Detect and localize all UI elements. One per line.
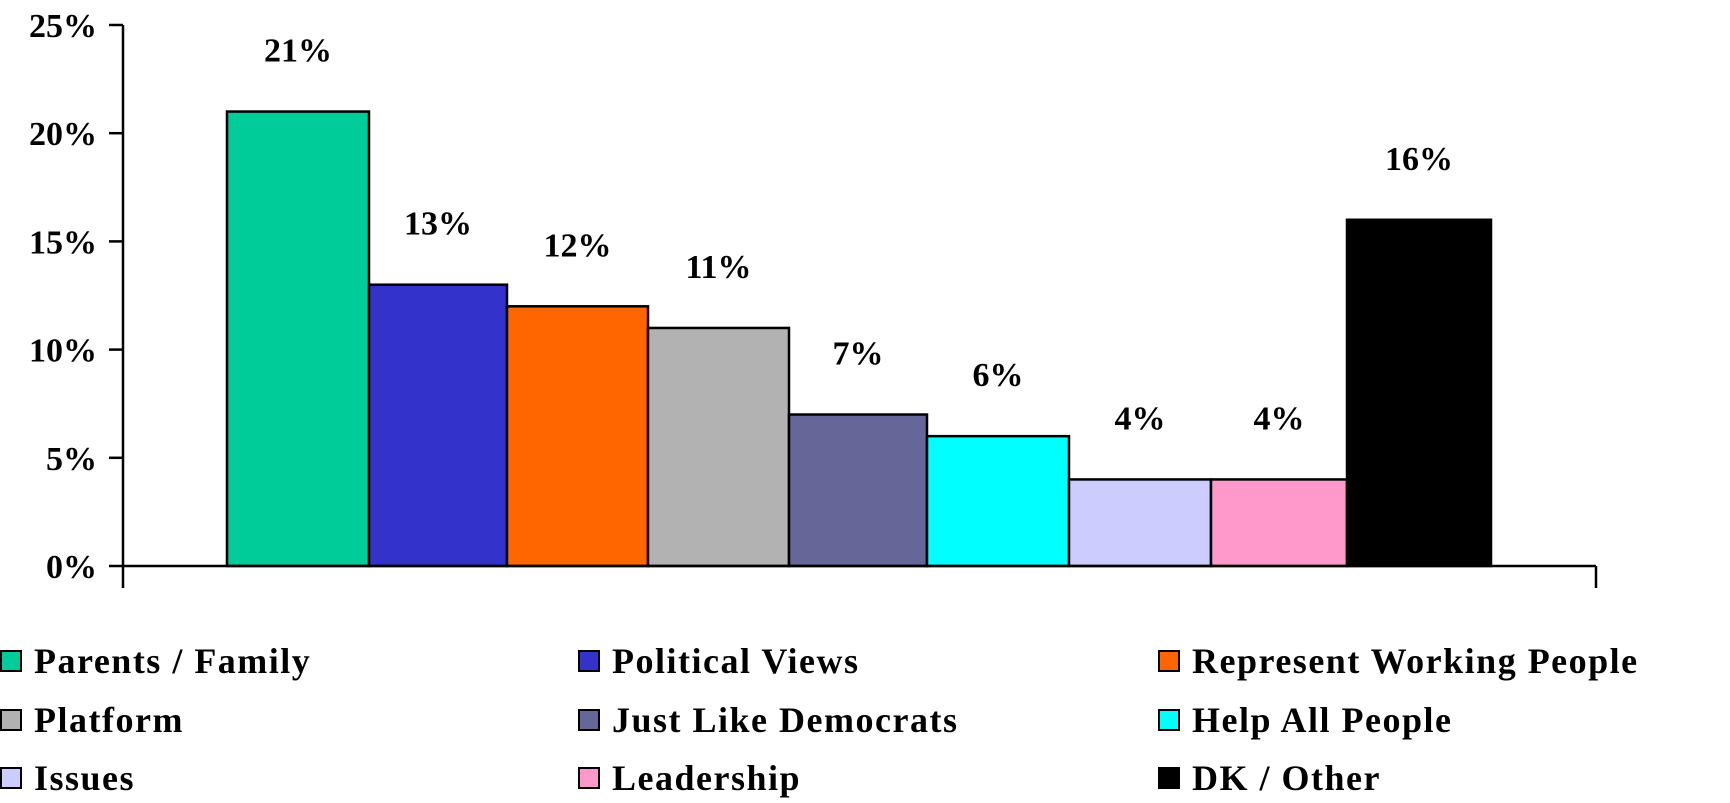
y-tick-label: 0%	[46, 549, 97, 586]
bar	[505, 305, 650, 568]
legend-item: Leadership	[578, 753, 801, 803]
bar-chart: 0% 5% 10% 15% 20% 25% 21% 13% 12% 11% 7% 6% 4% 4% 16%	[29, 8, 1598, 588]
legend-item: Parents / Family	[0, 636, 311, 686]
legend-swatch	[0, 709, 22, 731]
y-tick-label: 5%	[46, 441, 97, 478]
bar-value-label: 16%	[1385, 141, 1453, 178]
legend-swatch	[1158, 767, 1180, 789]
legend-swatch	[1158, 709, 1180, 731]
legend-label: Help All People	[1192, 700, 1453, 740]
legend-item: Issues	[0, 753, 135, 803]
legend-swatch	[578, 709, 600, 731]
bar-value-label: 4%	[1254, 400, 1305, 437]
legend-item: Help All People	[1158, 695, 1453, 745]
bar-value-label: 4%	[1115, 400, 1166, 437]
legend-swatch	[1158, 650, 1180, 672]
bar	[225, 110, 371, 568]
bar-value-label: 11%	[685, 249, 751, 286]
legend-swatch	[578, 650, 600, 672]
legend-swatch	[578, 767, 600, 789]
legend-label: Represent Working People	[1192, 641, 1639, 681]
legend-label: Leadership	[612, 758, 802, 798]
bar-value-label: 12%	[544, 227, 612, 264]
legend-swatch	[0, 767, 22, 789]
bar	[1209, 478, 1349, 568]
y-tick-label: 10%	[29, 333, 97, 370]
bar	[925, 434, 1071, 568]
bar-value-label: 21%	[264, 33, 332, 70]
y-tick-label: 25%	[29, 8, 97, 45]
legend-label: Political Views	[612, 641, 860, 681]
legend-item: Just Like Democrats	[578, 695, 958, 745]
bar-value-label: 7%	[833, 336, 884, 373]
legend-label: Just Like Democrats	[612, 700, 959, 740]
legend-swatch	[0, 650, 22, 672]
legend-item: Political Views	[578, 636, 859, 686]
bar-value-label: 13%	[404, 206, 472, 243]
legend-item: DK / Other	[1158, 753, 1381, 803]
legend-label: DK / Other	[1192, 758, 1381, 798]
legend-label: Parents / Family	[34, 641, 312, 681]
legend-label: Issues	[34, 758, 136, 798]
bar	[1345, 218, 1493, 568]
bar	[1067, 478, 1213, 568]
y-tick-label: 20%	[29, 116, 97, 153]
chart-legend: Parents / Family Political Views Represent…	[0, 636, 1730, 803]
y-tick-label: 15%	[29, 224, 97, 261]
bar	[787, 413, 929, 568]
bar-value-label: 6%	[973, 357, 1024, 394]
legend-item: Platform	[0, 695, 184, 745]
legend-item: Represent Working People	[1158, 636, 1639, 686]
bar	[646, 326, 791, 568]
bar	[367, 283, 509, 568]
legend-label: Platform	[34, 700, 184, 740]
